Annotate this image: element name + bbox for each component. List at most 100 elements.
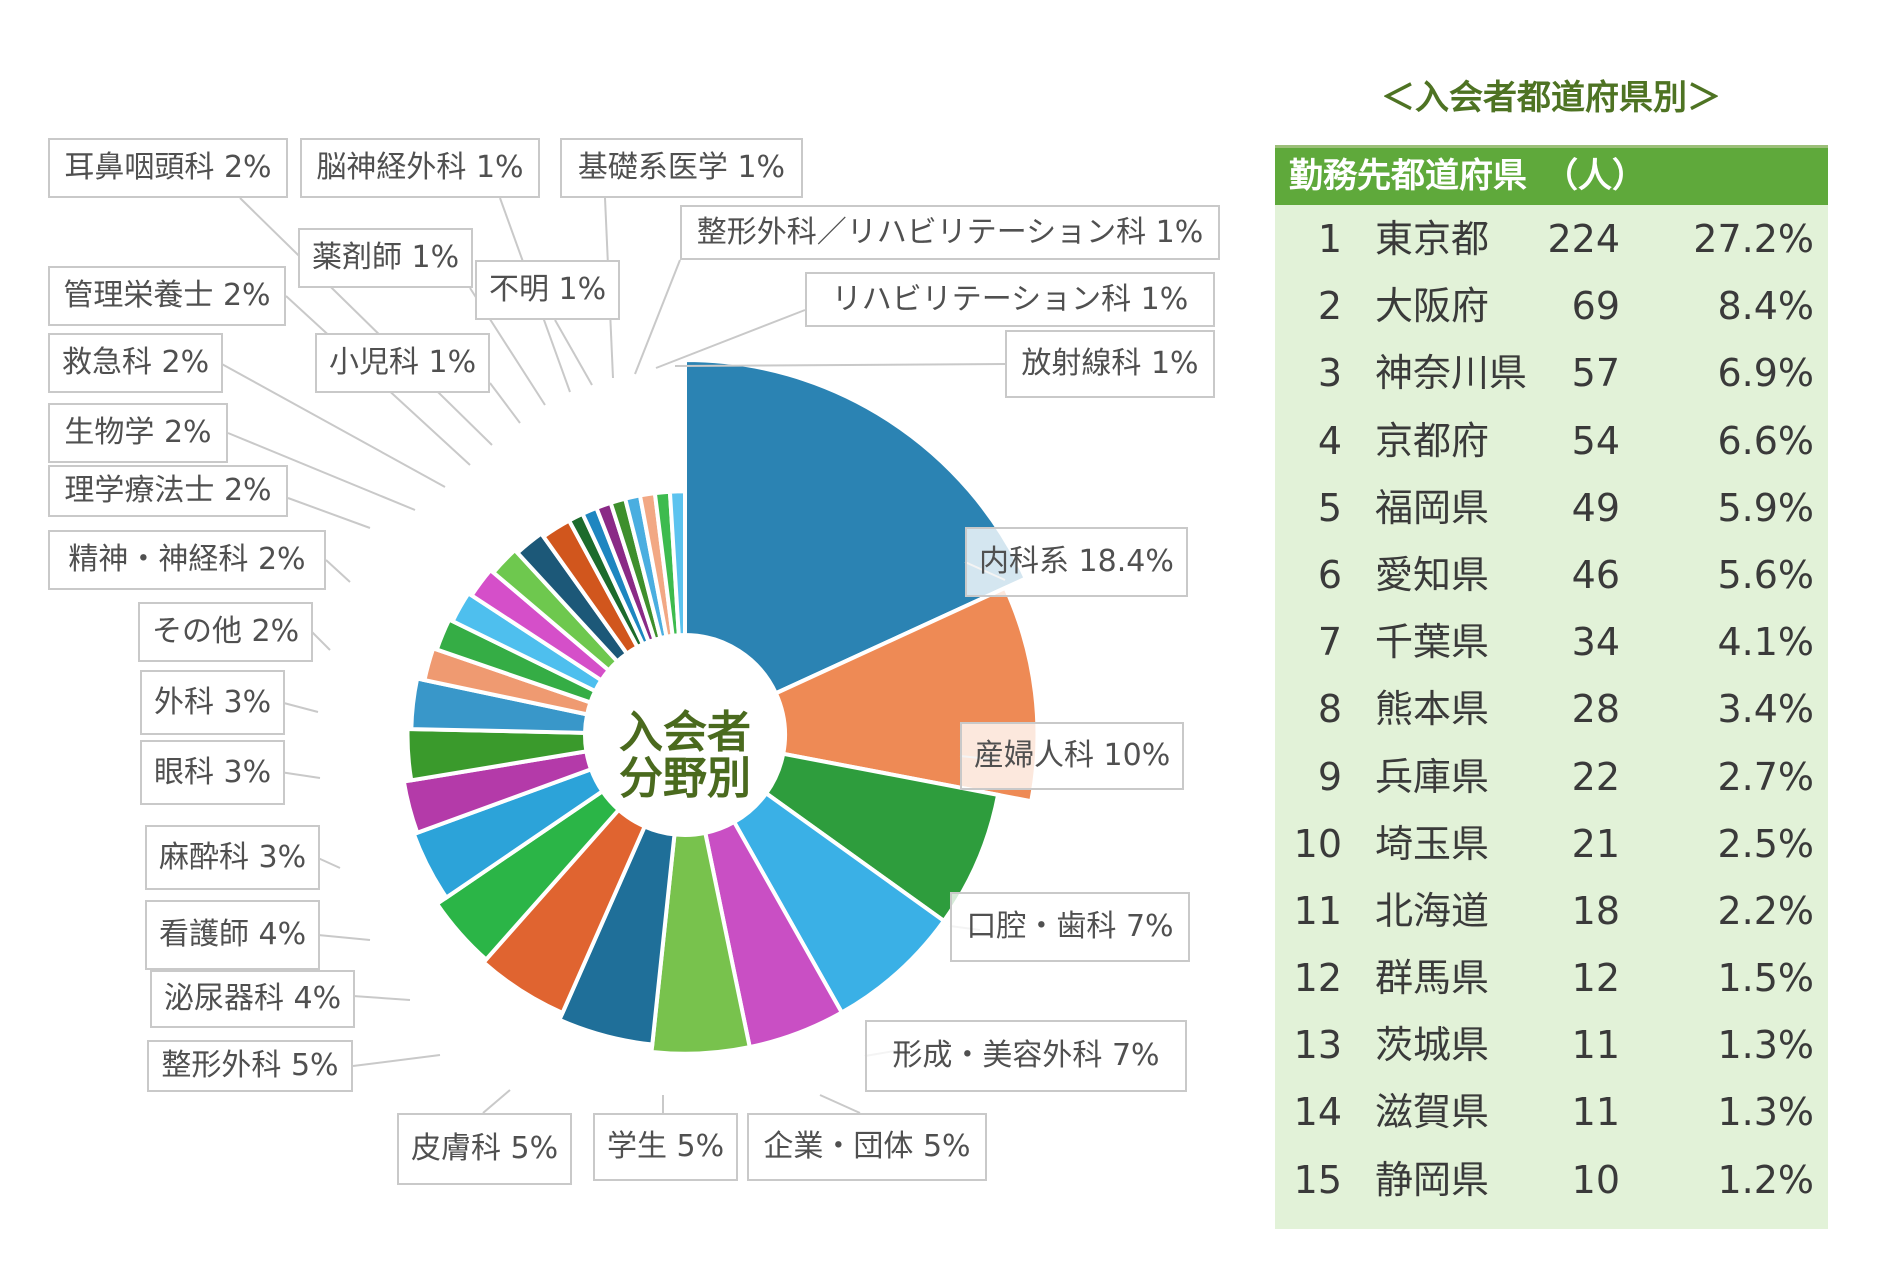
pie-leader-line xyxy=(352,995,411,1001)
prefecture-cell: 静岡県 xyxy=(1375,1157,1490,1202)
pie-leader-line xyxy=(279,771,321,779)
pie-leader-line xyxy=(352,1054,441,1067)
percent-cell: 2.5% xyxy=(1717,821,1814,866)
pie-leader-line xyxy=(219,362,446,488)
pie-slice-label: 精神・神経科 2% xyxy=(48,530,326,590)
pie-slice-label: 眼科 3% xyxy=(140,740,286,805)
rank-cell: 3 xyxy=(1317,351,1342,396)
pie-slice-label: 基礎系医学 1% xyxy=(560,138,803,198)
count-cell: 69 xyxy=(1571,284,1620,329)
pie-slice-label: 口腔・歯科 7% xyxy=(950,892,1190,962)
pie-leader-line xyxy=(287,497,371,529)
pie-slice-label: 整形外科 5% xyxy=(147,1040,353,1092)
pie-slice-label: リハビリテーション科 1% xyxy=(805,272,1215,327)
rank-cell: 2 xyxy=(1317,284,1342,329)
pie-slice xyxy=(683,357,1029,696)
table-row: 5 福岡県 49 5.9% xyxy=(1275,474,1828,541)
pie-leader-line xyxy=(317,857,341,869)
table-row: 3 神奈川県 57 6.9% xyxy=(1275,339,1828,406)
count-cell: 34 xyxy=(1571,620,1620,665)
pie-slice-label: 企業・団体 5% xyxy=(747,1113,987,1181)
percent-cell: 27.2% xyxy=(1693,217,1814,261)
pie-slice-label: 薬剤師 1% xyxy=(298,228,474,288)
count-cell: 57 xyxy=(1571,351,1620,396)
percent-cell: 1.3% xyxy=(1717,1090,1814,1135)
prefecture-cell: 群馬県 xyxy=(1375,956,1490,1001)
pie-slice xyxy=(411,766,606,901)
pie-leader-line xyxy=(279,701,319,713)
pie-leader-line xyxy=(227,432,416,511)
pie-slice-label: 救急科 2% xyxy=(48,333,224,393)
table-row: 1 東京都 224 27.2% xyxy=(1275,205,1828,272)
rank-cell: 7 xyxy=(1317,620,1342,665)
pie-slice xyxy=(480,807,648,1016)
percent-cell: 5.6% xyxy=(1717,552,1814,597)
prefecture-cell: 福岡県 xyxy=(1375,485,1490,530)
pie-slice-label: 小児科 1% xyxy=(315,333,491,393)
pie-leader-line xyxy=(325,559,351,583)
pie-slice xyxy=(649,830,753,1056)
prefecture-cell: 神奈川県 xyxy=(1375,351,1528,396)
percent-cell: 5.9% xyxy=(1717,485,1814,530)
pie-leader-line xyxy=(655,309,806,369)
count-cell: 22 xyxy=(1571,754,1620,799)
table-row: 7 千葉県 34 4.1% xyxy=(1275,608,1828,675)
pie-leader-line xyxy=(554,319,593,386)
table-row: 12 群馬県 12 1.5% xyxy=(1275,944,1828,1011)
percent-cell: 1.5% xyxy=(1717,956,1814,1001)
pie-leader-line xyxy=(482,1089,511,1114)
rank-cell: 6 xyxy=(1317,552,1342,597)
pie-slice-label: 学生 5% xyxy=(593,1113,739,1181)
percent-cell: 1.3% xyxy=(1717,1023,1814,1068)
prefecture-cell: 茨城県 xyxy=(1375,1023,1490,1068)
percent-cell: 1.2% xyxy=(1717,1157,1814,1202)
prefecture-cell: 兵庫県 xyxy=(1375,754,1490,799)
pie-slice-label: 産婦人科 10% xyxy=(960,722,1185,790)
pie-slice-label: 理学療法士 2% xyxy=(48,465,288,517)
pie-leader-line xyxy=(489,382,521,424)
pie-slice-label: 耳鼻咽頭科 2% xyxy=(48,138,288,198)
table-row: 4 京都府 54 6.6% xyxy=(1275,407,1828,474)
rank-cell: 11 xyxy=(1293,888,1342,933)
prefecture-cell: 京都府 xyxy=(1375,418,1490,463)
count-cell: 18 xyxy=(1571,888,1620,933)
pie-leader-line xyxy=(634,259,681,375)
table-row: 15 静岡県 10 1.2% xyxy=(1275,1146,1828,1213)
table-row: 10 埼玉県 21 2.5% xyxy=(1275,810,1828,877)
pie-slice-label: 看護師 4% xyxy=(145,900,321,970)
count-cell: 46 xyxy=(1571,552,1620,597)
pie-center-label: 入会者 分野別 xyxy=(565,710,805,802)
rank-cell: 8 xyxy=(1317,687,1342,732)
prefecture-table: 勤務先都道府県 （人） 1 東京都 224 27.2% 2 大阪府 69 8.4% 3 神奈川県 5… xyxy=(1275,145,1828,1229)
pie-slice-label: 形成・美容外科 7% xyxy=(865,1020,1187,1092)
prefecture-cell: 滋賀県 xyxy=(1375,1090,1490,1135)
pie-leader-line xyxy=(309,629,331,651)
count-cell: 49 xyxy=(1571,485,1620,530)
percent-cell: 6.9% xyxy=(1717,351,1814,396)
prefecture-cell: 愛知県 xyxy=(1375,552,1490,597)
table-row: 14 滋賀県 11 1.3% xyxy=(1275,1078,1828,1145)
table-row: 2 大阪府 69 8.4% xyxy=(1275,272,1828,339)
percent-cell: 4.1% xyxy=(1717,620,1814,665)
pie-leader-line xyxy=(239,197,493,446)
pie-slice xyxy=(434,788,622,963)
pie-slice-label: 整形外科／リハビリテーション科 1% xyxy=(680,205,1220,260)
prefecture-cell: 東京都 xyxy=(1375,217,1490,261)
count-cell: 12 xyxy=(1571,956,1620,1001)
rank-cell: 13 xyxy=(1293,1023,1342,1068)
pie-leader-line xyxy=(819,1094,861,1114)
pie-slice-label: 麻酔科 3% xyxy=(145,825,321,890)
prefecture-cell: 熊本県 xyxy=(1375,687,1490,732)
rank-cell: 4 xyxy=(1317,418,1342,463)
table-body: 1 東京都 224 27.2% 2 大阪府 69 8.4% 3 神奈川県 57 6.9% 4 京都府 54 6… xyxy=(1275,205,1828,1213)
pie-center-label-line-1: 入会者 xyxy=(619,707,751,758)
pie-slice-label: その他 2% xyxy=(138,602,314,662)
table-row: 13 茨城県 11 1.3% xyxy=(1275,1011,1828,1078)
count-cell: 21 xyxy=(1571,821,1620,866)
percent-cell: 2.7% xyxy=(1717,754,1814,799)
pie-slice-label: 内科系 18.4% xyxy=(965,527,1188,597)
rank-cell: 12 xyxy=(1293,956,1342,1001)
pie-slice-label: 不明 1% xyxy=(475,260,621,320)
rank-cell: 1 xyxy=(1317,217,1342,261)
percent-cell: 6.6% xyxy=(1717,418,1814,463)
